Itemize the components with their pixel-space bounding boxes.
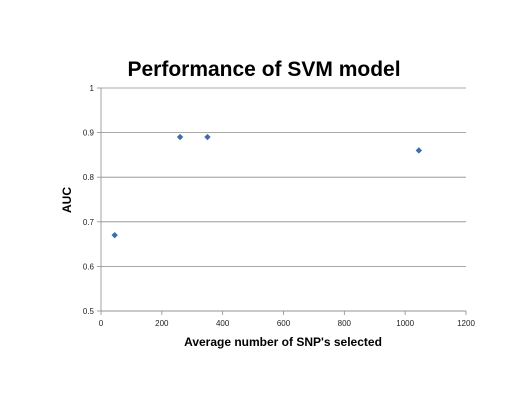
x-tick-label: 400 [216, 319, 230, 328]
x-tick-label: 200 [155, 319, 169, 328]
data-points [111, 133, 423, 239]
y-tick-label: 0.6 [83, 262, 95, 271]
axes [97, 87, 467, 315]
data-point [111, 231, 118, 239]
chart-title: Performance of SVM model [127, 58, 400, 81]
x-tick-label: 0 [99, 319, 104, 328]
y-tick-label: 0.5 [83, 307, 95, 316]
tick-labels: 0.5 0.6 0.7 0.8 0.9 1 0 200 400 600 800 1000 1200 [83, 84, 476, 328]
y-axis-title: AUC [60, 187, 74, 213]
x-tick-label: 800 [338, 319, 352, 328]
y-tick-label: 1 [90, 84, 95, 93]
data-point [176, 133, 184, 141]
x-tick-label: 1000 [396, 319, 414, 328]
data-point [204, 133, 211, 141]
data-point [415, 147, 423, 154]
gridlines [101, 87, 466, 312]
x-tick-label: 600 [277, 319, 291, 328]
x-axis-title: Average number of SNP's selected [184, 335, 382, 349]
x-tick-label: 1200 [457, 319, 475, 328]
y-tick-label: 0.9 [83, 129, 95, 138]
y-tick-label: 0.8 [83, 173, 95, 182]
y-tick-label: 0.7 [83, 218, 95, 227]
